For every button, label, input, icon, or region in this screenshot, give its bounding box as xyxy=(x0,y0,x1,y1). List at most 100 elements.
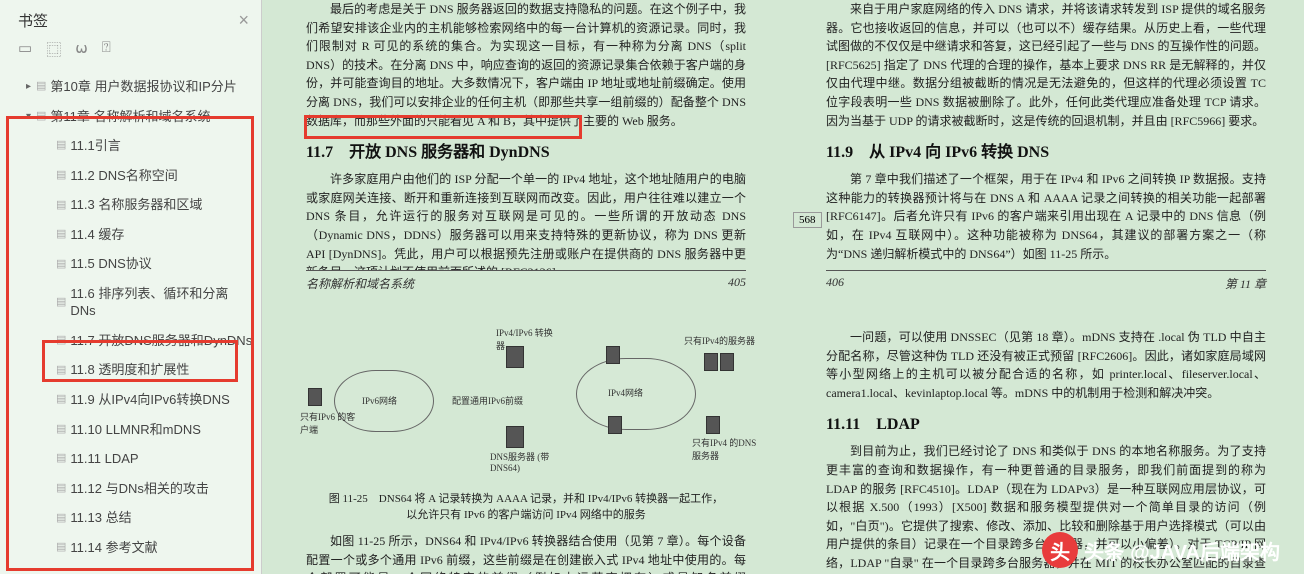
paragraph: 第 7 章中我们描述了一个框架，用于在 IPv4 和 IPv6 之间转换 IP … xyxy=(826,170,1266,263)
page-number: 406 xyxy=(826,275,844,292)
bookmark-add-icon[interactable]: ⍵ xyxy=(75,39,88,60)
node-client xyxy=(308,388,322,406)
page-bottom-left: 名称解析和域名系统 405 只有IPv6 的客户端 IPv6网络 IPv4/IP… xyxy=(306,270,746,574)
section-heading-11-11: 11.11 LDAP xyxy=(826,410,1266,434)
node-dns64 xyxy=(506,426,524,448)
node-dns xyxy=(706,416,720,434)
section-heading-11-9: 11.9 从 IPv4 向 IPv6 转换 DNS xyxy=(826,138,1266,162)
node-srv1 xyxy=(704,353,718,371)
page-icon: ▤ xyxy=(56,138,66,153)
toc-label: 11.3 名称服务器和区域 xyxy=(70,196,202,214)
figure-11-25: 只有IPv6 的客户端 IPv6网络 IPv4/IPv6 转换器 DNS服务器 … xyxy=(306,328,746,488)
page-number-badge: 568 xyxy=(793,212,822,228)
tool-icon-2[interactable]: ⿴ xyxy=(46,39,61,60)
paragraph: 许多家庭用户由他们的 ISP 分配一个单一的 IPv4 地址，这个地址随用户的电… xyxy=(306,170,746,282)
toc-item-11-12[interactable]: ▤ 11.12 与DNs相关的攻击 xyxy=(56,474,261,504)
label-trans: IPv4/IPv6 转换器 xyxy=(496,326,556,352)
toc-ch11[interactable]: ▾ ▤ 第11章 名称解析和域名系统 xyxy=(0,102,261,132)
page-top-right: 来自于用户家庭网络的传入 DNS 请求，并将该请求转发到 ISP 提供的域名服务… xyxy=(826,0,1266,263)
expand-icon: ▾ xyxy=(26,110,36,124)
toc-label: 11.1引言 xyxy=(70,137,120,155)
collapse-icon: ▸ xyxy=(26,80,36,94)
toc-label: 11.11 LDAP xyxy=(70,450,138,468)
toc-item-11-11[interactable]: ▤ 11.11 LDAP xyxy=(56,444,261,474)
paragraph: 来自于用户家庭网络的传入 DNS 请求，并将该请求转发到 ISP 提供的域名服务… xyxy=(826,0,1266,130)
bookmarks-sidebar: 书签 × ▭ ⿴ ⍵ ⍰ ▸ ▤ 第10章 用户数据报协议和IP分片 ▾ ▤ 第… xyxy=(0,0,262,574)
toc-item-11-7[interactable]: ▤ 11.7 开放DNS服务器和DynDNs xyxy=(56,326,261,356)
toc-label: 11.12 与DNs相关的攻击 xyxy=(70,480,208,498)
toc-item-11-13[interactable]: ▤ 11.13 总结 xyxy=(56,503,261,533)
label-v4srv: 只有IPv4的服务器 xyxy=(684,334,764,347)
label-v4net: IPv4网络 xyxy=(608,386,643,399)
toc-item-11-6[interactable]: ▤ 11.6 排序列表、循环和分离DNs xyxy=(56,279,261,326)
toc-label: 11.7 开放DNS服务器和DynDNs xyxy=(70,332,252,350)
page-icon: ▤ xyxy=(56,422,66,437)
toc-label: 第10章 用户数据报协议和IP分片 xyxy=(50,78,236,96)
watermark-logo: 头 xyxy=(1042,532,1078,568)
paragraph: 最后的考虑是关于 DNS 服务器返回的数据支持隐私的问题。在这个例子中，我们希望… xyxy=(306,0,746,130)
page-header-line: 名称解析和域名系统 405 xyxy=(306,270,746,292)
page-icon: ▤ xyxy=(56,481,66,496)
page-icon: ▤ xyxy=(56,168,66,183)
figure-caption-1: 图 11-25 DNS64 将 A 记录转换为 AAAA 记录，并和 IPv4/… xyxy=(306,490,746,506)
toc-label: 11.13 总结 xyxy=(70,509,131,527)
toc-item-11-8[interactable]: ▤ 11.8 透明度和扩展性 xyxy=(56,355,261,385)
toc-label: 11.4 缓存 xyxy=(70,226,124,244)
label-dns64: DNS服务器 (带DNS64) xyxy=(490,450,560,473)
toc-item-11-1[interactable]: ▤ 11.1引言 xyxy=(56,131,261,161)
paragraph: 一问题，可以使用 DNSSEC（见第 18 章）。mDNS 支持在 .local… xyxy=(826,328,1266,402)
toc-label: 11.8 透明度和扩展性 xyxy=(70,361,189,379)
page-bottom-right: 406 第 11 章 一问题，可以使用 DNSSEC（见第 18 章）。mDNS… xyxy=(826,270,1266,574)
node-node2 xyxy=(608,416,622,434)
section-heading-11-7: 11.7 开放 DNS 服务器和 DynDNS xyxy=(306,138,746,162)
toc-label: 11.6 排序列表、循环和分离DNs xyxy=(70,285,253,320)
toc-label: 11.9 从IPv4向IPv6转换DNS xyxy=(70,391,229,409)
tool-icon-1[interactable]: ▭ xyxy=(18,39,32,60)
bookmark-icon[interactable]: ⍰ xyxy=(102,39,111,60)
toc-label: 11.2 DNS名称空间 xyxy=(70,167,177,185)
page-icon: ▤ xyxy=(56,333,66,348)
toc-item-11-14[interactable]: ▤ 11.14 参考文献 xyxy=(56,533,261,563)
page-top-left: 最后的考虑是关于 DNS 服务器返回的数据支持隐私的问题。在这个例子中，我们希望… xyxy=(306,0,746,282)
node-node1 xyxy=(606,346,620,364)
toc-label: 11.14 参考文献 xyxy=(70,539,157,557)
toc-item-11-5[interactable]: ▤11.5 DNS协议 xyxy=(56,249,261,279)
watermark-text: @JAVA后端架构 xyxy=(1130,536,1280,565)
toc-sublist: ▤11.1引言 ▤11.2 DNS名称空间 ▤11.3 名称服务器和区域 ▤11… xyxy=(0,131,261,562)
sidebar-header: 书签 × xyxy=(0,0,261,35)
page-icon: ▤ xyxy=(56,392,66,407)
page-icon: ▤ xyxy=(56,363,66,378)
toc-item-11-3[interactable]: ▤ 11.3 名称服务器和区域 xyxy=(56,190,261,220)
document-viewer: 最后的考虑是关于 DNS 服务器返回的数据支持隐私的问题。在这个例子中，我们希望… xyxy=(262,0,1304,574)
sidebar-tools: ▭ ⿴ ⍵ ⍰ xyxy=(0,35,261,68)
label-v6client: 只有IPv6 的客户端 xyxy=(300,410,356,436)
toc-ch10[interactable]: ▸ ▤ 第10章 用户数据报协议和IP分片 xyxy=(0,72,261,102)
toc: ▸ ▤ 第10章 用户数据报协议和IP分片 ▾ ▤ 第11章 名称解析和域名系统… xyxy=(0,68,261,566)
toc-item-11-10[interactable]: ▤ 11.10 LLMNR和mDNS xyxy=(56,415,261,445)
page-icon: ▤ xyxy=(56,198,66,213)
watermark: 头 头条 @JAVA后端架构 xyxy=(1042,532,1280,568)
page-icon: ▤ xyxy=(36,79,46,94)
label-wan: 配置通用IPv6前缀 xyxy=(452,394,548,407)
toc-label: 11.10 LLMNR和mDNS xyxy=(70,421,201,439)
page-icon: ▤ xyxy=(56,540,66,555)
label-v4dns: 只有IPv4 的DNS服务器 xyxy=(692,436,762,462)
figure-caption-2: 以允许只有 IPv6 的客户端访问 IPv4 网络中的服务 xyxy=(306,506,746,522)
chapter-name: 名称解析和域名系统 xyxy=(306,275,414,292)
page-icon: ▤ xyxy=(56,511,66,526)
page-icon: ▤ xyxy=(56,227,66,242)
page-icon: ▤ xyxy=(56,451,66,466)
toc-item-11-9[interactable]: ▤ 11.9 从IPv4向IPv6转换DNS xyxy=(56,385,261,415)
close-icon[interactable]: × xyxy=(238,10,249,31)
page-icon: ▤ xyxy=(36,109,46,124)
paragraph: 如图 11-25 所示，DNS64 和 IPv4/IPv6 转换器结合使用（见第… xyxy=(306,532,746,574)
toc-item-11-4[interactable]: ▤ 11.4 缓存 xyxy=(56,220,261,250)
node-srv2 xyxy=(720,353,734,371)
label-v6net: IPv6网络 xyxy=(362,394,397,407)
toc-label: 第11章 名称解析和域名系统 xyxy=(50,108,210,126)
toc-item-11-2[interactable]: ▤ 11.2 DNS名称空间 xyxy=(56,161,261,191)
chapter-name: 第 11 章 xyxy=(1225,275,1266,292)
page-icon: ▤ xyxy=(56,295,66,310)
sidebar-title: 书签 xyxy=(18,10,48,31)
page-icon: ▤ xyxy=(56,257,66,272)
